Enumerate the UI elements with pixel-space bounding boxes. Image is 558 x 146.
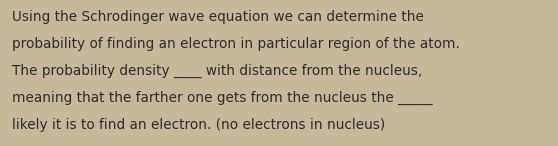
Text: likely it is to find an electron. (no electrons in nucleus): likely it is to find an electron. (no el…	[12, 118, 386, 132]
Text: The probability density ____ with distance from the nucleus,: The probability density ____ with distan…	[12, 64, 422, 78]
Text: meaning that the farther one gets from the nucleus the _____: meaning that the farther one gets from t…	[12, 91, 433, 105]
Text: Using the Schrodinger wave equation we can determine the: Using the Schrodinger wave equation we c…	[12, 10, 424, 24]
Text: probability of finding an electron in particular region of the atom.: probability of finding an electron in pa…	[12, 37, 460, 51]
